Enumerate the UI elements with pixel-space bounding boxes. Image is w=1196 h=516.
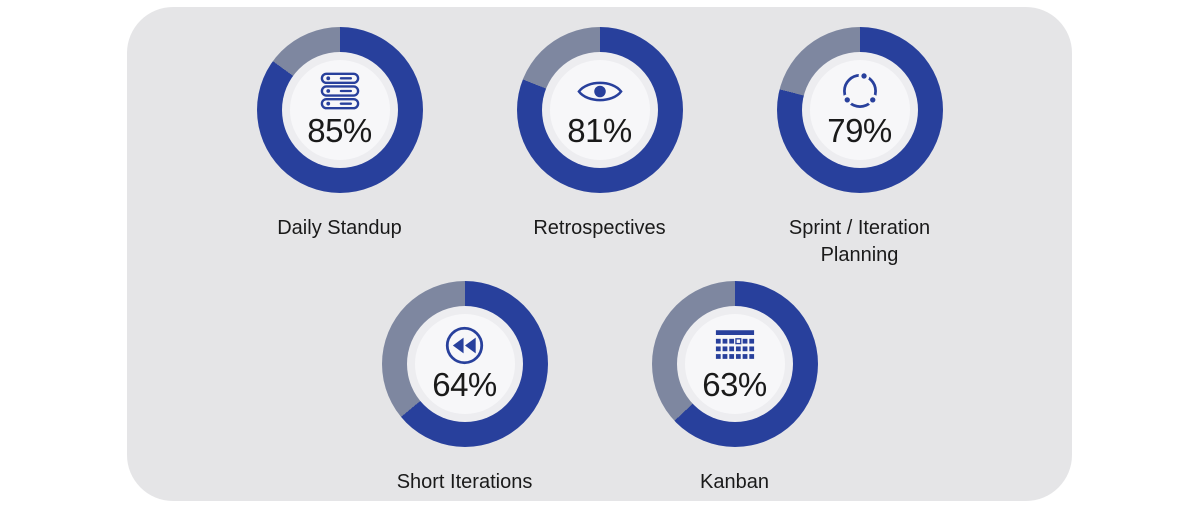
chart-label: Retrospectives (533, 217, 666, 239)
percent-value: 79% (827, 112, 892, 150)
percent-value: 85% (307, 112, 372, 150)
donut-center: 79% (809, 60, 910, 160)
donut-chart-short-iterations: 64% Short Iterations (330, 281, 600, 496)
kanban-board-icon (714, 324, 756, 366)
donut-inner-ring: 85% (281, 52, 398, 168)
donut-ring: 81% (516, 27, 683, 193)
donut-ring: 63% (651, 281, 818, 447)
rewind-icon (444, 324, 485, 366)
agile-practices-card: 85% Daily Standup 81% (127, 7, 1072, 501)
chart-label: Kanban (700, 471, 769, 493)
donut-inner-ring: 63% (676, 306, 793, 422)
donut-ring: 85% (256, 27, 423, 193)
chart-label: Sprint / Iteration Planning (788, 217, 931, 266)
donut-row-top: 85% Daily Standup 81% (127, 27, 1072, 271)
donut-row-bottom: 64% Short Iterations (127, 281, 1072, 496)
donut-inner-ring: 81% (541, 52, 658, 168)
donut-inner-ring: 64% (406, 306, 523, 422)
donut-chart-retrospectives: 81% Retrospectives (470, 27, 730, 271)
donut-inner-ring: 79% (801, 52, 918, 168)
percent-value: 63% (702, 366, 767, 404)
donut-chart-kanban: 63% Kanban (600, 281, 870, 496)
percent-value: 81% (567, 112, 632, 150)
donut-center: 63% (684, 314, 785, 414)
donut-center: 81% (549, 60, 650, 160)
donut-chart-sprint-planning: 79% Sprint / Iteration Planning (730, 27, 990, 271)
donut-chart-daily-standup: 85% Daily Standup (210, 27, 470, 271)
server-stack-icon (320, 70, 360, 112)
iteration-cycle-icon (838, 70, 882, 112)
chart-label: Short Iterations (396, 471, 533, 493)
eye-icon (576, 70, 623, 112)
donut-ring: 79% (776, 27, 943, 193)
donut-center: 85% (289, 60, 390, 160)
donut-ring: 64% (381, 281, 548, 447)
percent-value: 64% (432, 366, 497, 404)
chart-label: Daily Standup (277, 217, 402, 239)
donut-center: 64% (414, 314, 515, 414)
